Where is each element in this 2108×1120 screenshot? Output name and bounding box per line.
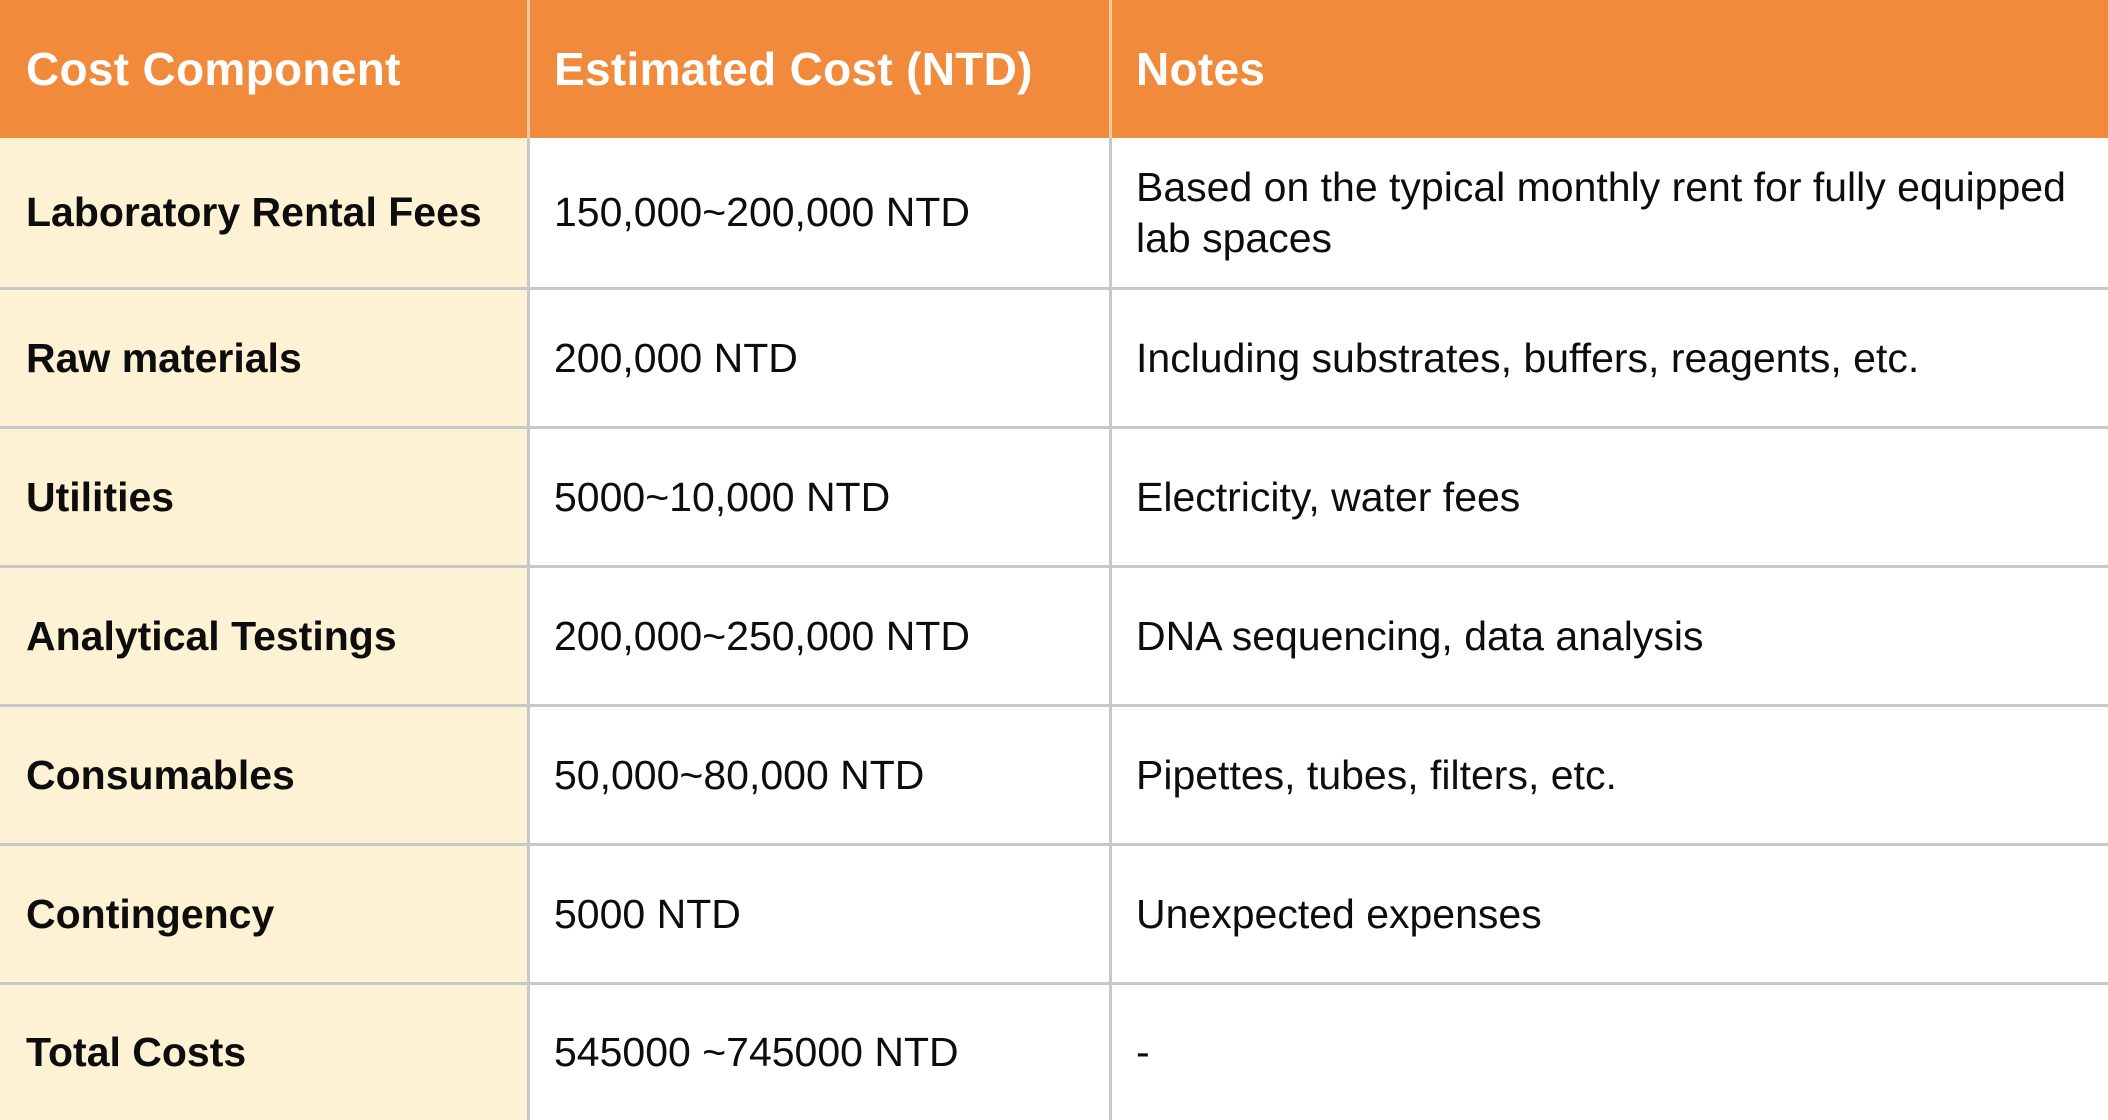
row-label-cell: Contingency <box>0 846 530 985</box>
total-notes-cell: - <box>1112 985 2108 1120</box>
row-label-cell: Laboratory Rental Fees <box>0 138 530 290</box>
total-label-cell: Total Costs <box>0 985 530 1120</box>
row-notes-cell: DNA sequencing, data analysis <box>1112 568 2108 707</box>
row-notes-cell: Based on the typical monthly rent for fu… <box>1112 138 2108 290</box>
header-estimated-cost: Estimated Cost (NTD) <box>530 0 1112 138</box>
row-cost-cell: 5000~10,000 NTD <box>530 429 1112 568</box>
total-cost-cell: 545000 ~745000 NTD <box>530 985 1112 1120</box>
header-cost-component: Cost Component <box>0 0 530 138</box>
row-label-cell: Raw materials <box>0 290 530 429</box>
row-label-cell: Consumables <box>0 707 530 846</box>
row-notes-cell: Including substrates, buffers, reagents,… <box>1112 290 2108 429</box>
row-cost-cell: 50,000~80,000 NTD <box>530 707 1112 846</box>
row-cost-cell: 200,000~250,000 NTD <box>530 568 1112 707</box>
row-label-cell: Utilities <box>0 429 530 568</box>
header-notes: Notes <box>1112 0 2108 138</box>
row-cost-cell: 150,000~200,000 NTD <box>530 138 1112 290</box>
row-cost-cell: 5000 NTD <box>530 846 1112 985</box>
row-label-cell: Analytical Testings <box>0 568 530 707</box>
row-notes-cell: Pipettes, tubes, filters, etc. <box>1112 707 2108 846</box>
row-cost-cell: 200,000 NTD <box>530 290 1112 429</box>
row-notes-cell: Electricity, water fees <box>1112 429 2108 568</box>
row-notes-cell: Unexpected expenses <box>1112 846 2108 985</box>
